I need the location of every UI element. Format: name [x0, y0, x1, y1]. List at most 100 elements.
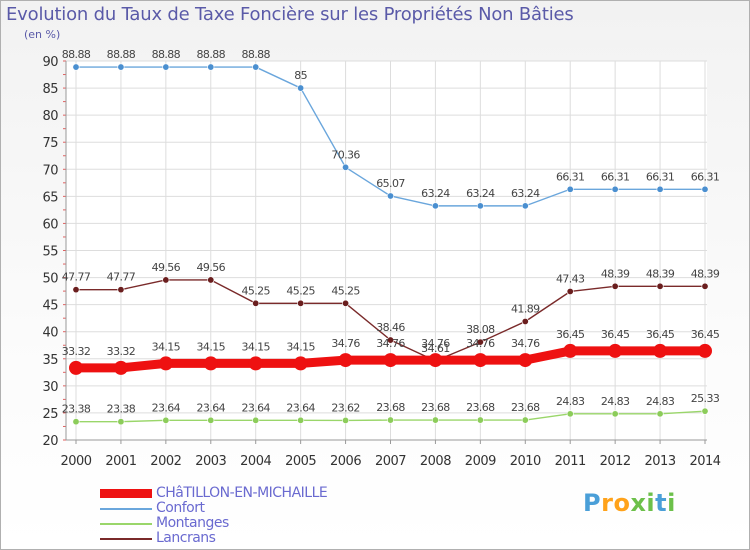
data-point-confort: [207, 63, 215, 71]
x-tick-label: 2007: [375, 454, 406, 469]
data-label-montanges: 23.68: [376, 401, 405, 414]
data-point-chatillon: [69, 360, 83, 375]
grid-layer: [66, 60, 707, 441]
y-tick-label: 80: [42, 109, 58, 124]
data-point-confort: [656, 185, 664, 193]
x-tick-label: 2011: [555, 454, 586, 469]
data-point-lancrans: [72, 286, 80, 294]
data-point-confort: [701, 185, 709, 193]
data-point-chatillon: [518, 353, 533, 368]
logo-letter: t: [655, 489, 668, 517]
legend-label-chatillon: CHâTILLON-EN-MICHAILLE: [156, 485, 328, 501]
y-tick-label: 70: [42, 163, 58, 178]
data-point-confort: [566, 185, 574, 193]
data-label-montanges: 23.64: [241, 401, 270, 414]
logo-letter: x: [630, 489, 647, 517]
data-label-lancrans: 45.25: [241, 284, 270, 297]
data-label-confort: 65.07: [376, 177, 405, 190]
data-point-confort: [521, 202, 529, 210]
x-tick-label: 2008: [420, 454, 451, 469]
data-label-confort: 63.24: [511, 187, 540, 200]
data-point-montanges: [117, 418, 125, 426]
data-point-confort: [252, 63, 260, 71]
data-point-chatillon: [653, 343, 668, 358]
data-label-lancrans: 41.89: [511, 302, 540, 315]
data-label-montanges: 24.83: [646, 395, 675, 408]
data-point-chatillon: [698, 343, 712, 358]
data-point-lancrans: [521, 317, 529, 325]
data-label-lancrans: 45.25: [286, 284, 315, 297]
y-tick-label: 85: [42, 82, 58, 97]
data-point-lancrans: [566, 287, 574, 295]
legend-swatch-montanges: [100, 523, 152, 525]
data-label-chatillon: 34.15: [241, 340, 270, 353]
logo-letter: i: [646, 489, 656, 517]
data-label-confort: 88.88: [152, 48, 181, 61]
data-point-confort: [117, 63, 125, 71]
data-label-chatillon: 36.45: [691, 328, 720, 341]
x-tick-label: 2005: [285, 454, 316, 469]
data-point-montanges: [701, 407, 709, 415]
data-point-lancrans: [701, 282, 709, 290]
data-label-confort: 85: [294, 69, 307, 82]
y-tick-label: 75: [42, 136, 58, 151]
data-label-chatillon: 36.45: [601, 328, 630, 341]
logo-letter: r: [601, 489, 614, 517]
data-label-lancrans: 48.39: [646, 267, 675, 280]
y-tick-label: 45: [42, 299, 58, 314]
data-label-lancrans: 48.39: [691, 267, 720, 280]
data-label-confort: 66.31: [646, 170, 675, 183]
data-point-montanges: [521, 416, 529, 424]
data-point-confort: [162, 63, 170, 71]
x-tick-label: 2009: [465, 454, 496, 469]
series-layer: [69, 63, 712, 426]
y-tick-label: 25: [42, 407, 58, 422]
x-tick-label: 2006: [330, 454, 361, 469]
data-label-confort: 88.88: [241, 48, 270, 61]
proxiti-logo: Proxiti: [583, 489, 676, 517]
data-point-montanges: [162, 416, 170, 424]
data-label-montanges: 24.83: [601, 395, 630, 408]
data-point-confort: [297, 84, 305, 92]
data-label-chatillon: 34.76: [421, 337, 450, 350]
data-point-confort: [72, 63, 80, 71]
data-label-confort: 66.31: [601, 170, 630, 183]
data-label-confort: 66.31: [556, 170, 585, 183]
data-point-montanges: [386, 416, 394, 424]
data-label-montanges: 23.62: [331, 401, 360, 414]
unit-label: (en %): [24, 28, 61, 41]
data-label-confort: 70.36: [331, 148, 360, 161]
data-point-chatillon: [428, 353, 443, 368]
data-label-montanges: 24.83: [556, 395, 585, 408]
data-label-chatillon: 34.15: [152, 340, 181, 353]
data-label-confort: 88.88: [62, 48, 91, 61]
data-point-lancrans: [252, 299, 260, 307]
y-tick-label: 30: [42, 380, 58, 395]
data-point-montanges: [207, 416, 215, 424]
data-point-montanges: [252, 416, 260, 424]
data-point-montanges: [566, 410, 574, 418]
data-point-chatillon: [338, 353, 353, 368]
data-point-lancrans: [476, 338, 484, 346]
logo-letter: i: [667, 489, 676, 517]
data-point-lancrans: [342, 299, 350, 307]
data-label-montanges: 23.64: [197, 401, 226, 414]
data-label-confort: 88.88: [197, 48, 226, 61]
data-point-chatillon: [608, 343, 623, 358]
x-tick-label: 2014: [689, 454, 720, 469]
data-point-confort: [476, 202, 484, 210]
data-label-lancrans: 48.39: [601, 267, 630, 280]
legend-swatch-chatillon: [100, 489, 152, 498]
data-label-lancrans: 49.56: [197, 261, 226, 274]
data-label-lancrans: 38.08: [466, 323, 495, 336]
x-tick-label: 2010: [510, 454, 541, 469]
x-tick-label: 2012: [600, 454, 631, 469]
data-label-lancrans: 47.77: [107, 271, 136, 284]
data-label-montanges: 23.68: [511, 401, 540, 414]
legend-label-montanges: Montanges: [156, 515, 229, 531]
y-tick-label: 55: [42, 245, 58, 260]
data-point-montanges: [72, 418, 80, 426]
y-tick-label: 50: [42, 272, 58, 287]
data-point-confort: [611, 185, 619, 193]
